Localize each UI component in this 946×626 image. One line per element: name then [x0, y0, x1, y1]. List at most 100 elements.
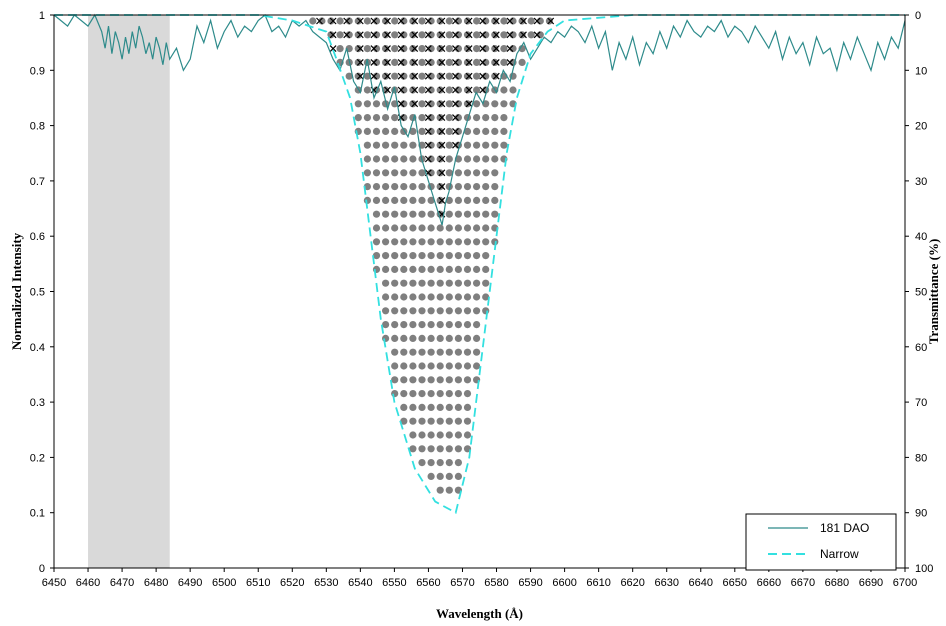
x-marker: [479, 58, 487, 66]
x-marker: [506, 45, 514, 53]
x-marker-stroke: [506, 17, 514, 25]
fill-dot: [363, 31, 371, 39]
fill-dot: [409, 417, 417, 425]
fill-dot: [382, 252, 390, 260]
fill-dot: [482, 155, 490, 163]
fill-dot: [436, 127, 444, 135]
x-marker-stroke: [424, 31, 432, 39]
x-marker-stroke: [452, 58, 459, 66]
fill-dot: [436, 486, 444, 494]
x-tick-label: 6660: [757, 577, 781, 589]
legend-box: [745, 513, 897, 571]
fill-dot: [473, 252, 481, 260]
fill-dot: [436, 307, 444, 315]
x-marker: [479, 45, 487, 53]
fill-dot: [418, 45, 426, 53]
x-marker-stroke: [424, 155, 432, 163]
fill-dot: [436, 196, 444, 204]
x-marker-stroke: [465, 100, 473, 108]
x-marker: [452, 127, 459, 135]
x-marker: [520, 17, 527, 25]
fill-dot: [473, 210, 481, 218]
fill-dot: [445, 183, 453, 191]
x-marker: [492, 31, 500, 39]
fill-dot: [473, 155, 481, 163]
x-marker: [452, 114, 459, 122]
fill-dot: [445, 72, 453, 80]
x-marker-stroke: [438, 169, 446, 177]
fill-dot: [382, 293, 390, 301]
fill-dot: [473, 31, 481, 39]
fill-dot: [463, 321, 472, 329]
fill-dot: [445, 348, 453, 356]
x-marker: [452, 141, 459, 149]
x-tick-label: 6570: [450, 577, 474, 589]
fill-dot: [454, 307, 462, 315]
fill-dot: [363, 114, 371, 122]
fill-dot: [445, 445, 453, 453]
x-tick-label: 6530: [314, 577, 338, 589]
fill-dot: [418, 279, 426, 287]
y-tick-label: 0.8: [30, 121, 45, 133]
fill-dot: [372, 210, 381, 218]
fill-dot: [372, 169, 381, 177]
fill-dot: [454, 362, 462, 370]
fill-dot: [409, 45, 417, 53]
fill-dot: [436, 72, 444, 80]
x-tick-label: 6450: [42, 577, 66, 589]
x-marker: [356, 45, 364, 53]
fill-dot: [363, 169, 371, 177]
y2-tick-label: 30: [915, 176, 927, 188]
y-tick-label: 0.3: [30, 397, 45, 409]
fill-dot: [427, 459, 435, 467]
fill-dot: [482, 169, 490, 177]
fill-dot: [436, 417, 444, 425]
x-marker-stroke: [424, 86, 432, 94]
fill-dot: [418, 58, 426, 66]
fill-dot: [463, 210, 472, 218]
fill-dot: [427, 362, 435, 370]
fill-dot: [391, 252, 399, 260]
fill-dot: [400, 72, 408, 80]
x-marker-stroke: [356, 17, 364, 25]
fill-dot: [436, 45, 444, 53]
x-marker: [411, 31, 419, 39]
x-marker: [479, 72, 487, 80]
x-marker: [329, 17, 337, 25]
fill-dot: [445, 17, 453, 25]
x-marker-stroke: [452, 86, 459, 94]
x-marker: [547, 17, 555, 25]
fill-dot: [372, 45, 381, 53]
fill-dot: [372, 100, 381, 108]
x-marker-stroke: [506, 45, 514, 53]
x-marker: [506, 17, 514, 25]
fill-dot: [409, 403, 417, 411]
fill-dot: [436, 17, 444, 25]
x-marker: [465, 72, 473, 80]
x-marker-stroke: [411, 58, 419, 66]
fill-dot: [427, 265, 435, 273]
fill-dot: [400, 293, 408, 301]
fill-dot: [409, 238, 417, 246]
y2-tick-label: 0: [915, 10, 921, 22]
fill-dot: [372, 72, 381, 80]
fill-dot: [354, 58, 362, 66]
fill-dot: [445, 100, 453, 108]
fill-dot: [500, 114, 508, 122]
x-marker: [397, 72, 405, 80]
fill-dot: [391, 183, 399, 191]
fill-dot: [382, 17, 390, 25]
fill-dot: [400, 45, 408, 53]
fill-dot: [445, 141, 453, 149]
fill-dot: [454, 265, 462, 273]
x-marker-stroke: [452, 100, 459, 108]
fill-dot: [482, 224, 490, 232]
fill-dot: [445, 307, 453, 315]
fill-dot: [409, 155, 417, 163]
x-marker: [424, 17, 432, 25]
fill-dot: [463, 403, 472, 411]
shaded-band-layer: [88, 15, 170, 568]
fill-dot: [491, 183, 499, 191]
fill-dot: [336, 17, 344, 25]
fill-dot: [309, 17, 317, 25]
